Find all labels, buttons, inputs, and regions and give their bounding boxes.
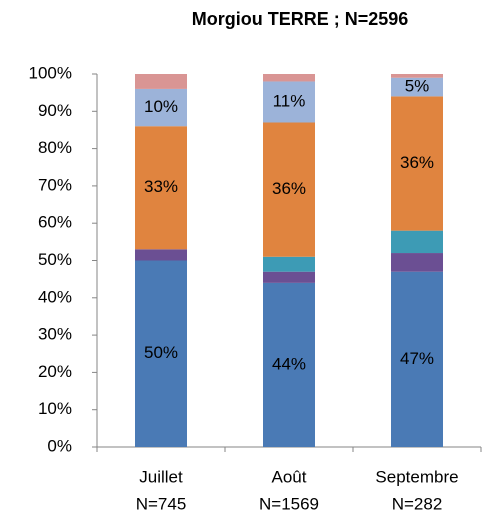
chart-title: Morgiou TERRE ; N=2596 [192, 9, 409, 29]
y-tick-label: 20% [38, 362, 72, 381]
x-tick-label: N=282 [392, 494, 443, 513]
data-label: 36% [272, 179, 306, 198]
y-tick-label: 60% [38, 213, 72, 232]
bar-segment [391, 96, 443, 231]
y-tick-label: 40% [38, 287, 72, 306]
data-label: 47% [400, 349, 434, 368]
bar-segment [263, 122, 315, 257]
data-label: 33% [144, 177, 178, 196]
x-tick-label: N=745 [136, 494, 187, 513]
y-tick-label: 50% [38, 250, 72, 269]
data-label: 36% [400, 153, 434, 172]
bar-segment [135, 249, 187, 261]
data-label: 44% [272, 354, 306, 373]
x-tick-label: Juillet [139, 467, 183, 486]
bar-segment [263, 271, 315, 283]
bar-segment [263, 74, 315, 82]
bar-segment [135, 260, 187, 447]
bar-segment [391, 253, 443, 272]
y-tick-label: 100% [29, 63, 72, 82]
bar-segment [391, 74, 443, 78]
x-tick-label: Septembre [375, 467, 458, 486]
y-tick-label: 30% [38, 325, 72, 344]
x-tick-label: N=1569 [259, 494, 319, 513]
bar-segment [263, 81, 315, 123]
bar-segment [263, 282, 315, 447]
bar-segment [391, 271, 443, 447]
data-label: 11% [273, 91, 306, 110]
y-tick-label: 0% [47, 436, 72, 455]
bar-segment [135, 88, 187, 127]
y-tick-label: 80% [38, 138, 72, 157]
bar-segment [391, 230, 443, 254]
bar-segment [263, 256, 315, 272]
data-label: 50% [144, 343, 178, 362]
y-tick-label: 70% [38, 175, 72, 194]
bar-segment [135, 126, 187, 250]
data-label: 5% [405, 77, 430, 96]
y-tick-label: 90% [38, 101, 72, 120]
bar-segment [391, 77, 443, 97]
y-tick-label: 10% [38, 399, 72, 418]
x-tick-label: Août [272, 467, 307, 486]
bar-segment [135, 74, 187, 89]
data-label: 10% [144, 97, 178, 116]
